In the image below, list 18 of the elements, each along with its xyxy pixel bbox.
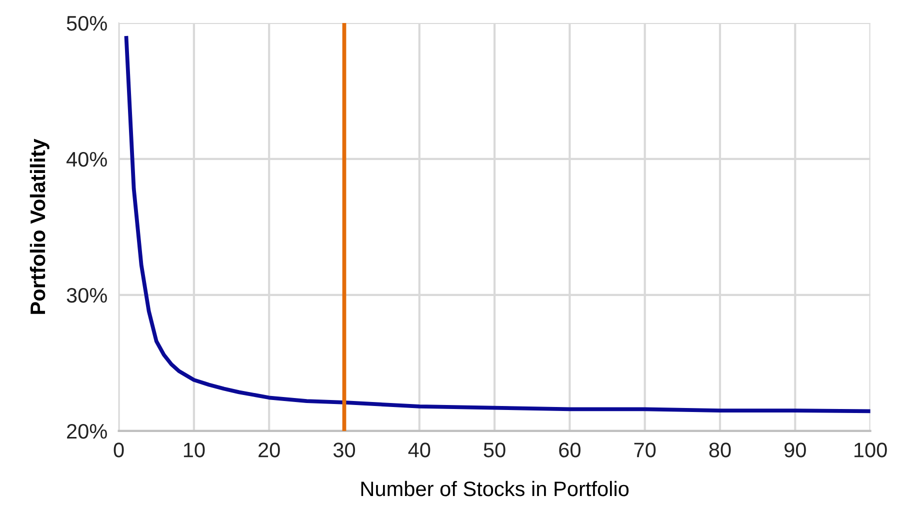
y-tick-label: 30% [66,288,107,303]
x-tick-label: 0 [114,442,124,458]
x-tick-label: 40 [408,442,430,458]
x-tick-label: 70 [634,442,656,458]
y-tick-label: 50% [66,16,107,31]
x-tick-label: 50 [484,442,506,458]
x-axis-title: Number of Stocks in Portfolio [361,480,629,496]
x-tick-label: 100 [854,442,887,458]
x-tick-label: 20 [258,442,280,458]
x-tick-label: 10 [184,442,205,458]
x-tick-label: 60 [559,442,580,458]
y-tick-label: 40% [66,152,107,167]
y-tick-label: 20% [67,424,107,439]
x-tick-label: 80 [709,442,731,458]
x-tick-label: 90 [784,442,806,458]
y-axis-title: Portfolio Volatility [30,138,50,314]
line-series [124,36,870,414]
x-tick-label: 30 [333,442,356,458]
